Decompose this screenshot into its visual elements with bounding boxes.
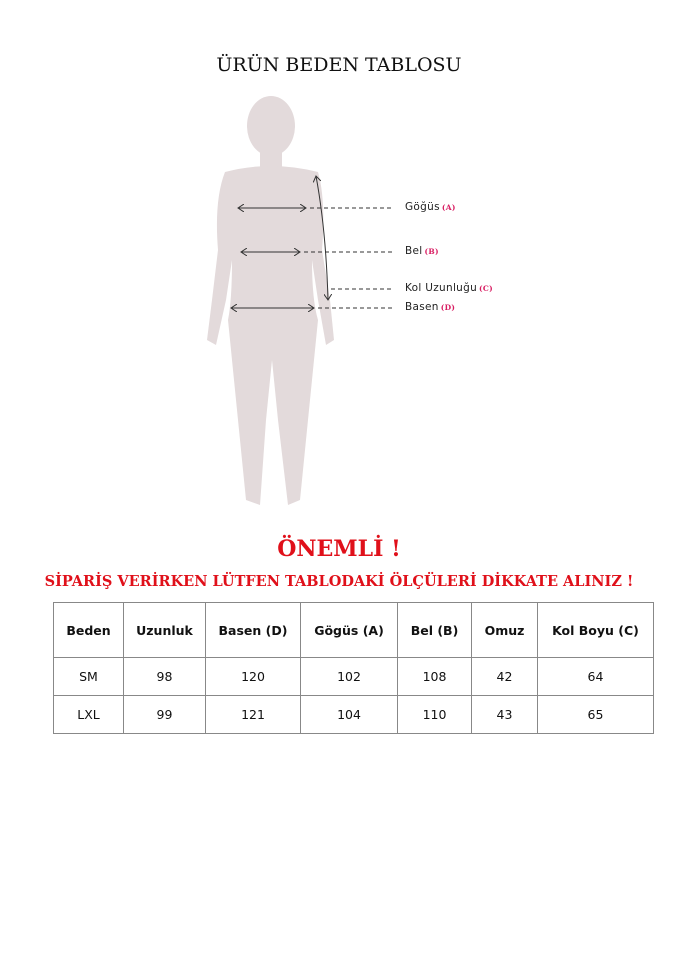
cell: 99 [123,695,206,734]
label-hip: Basen (D) [405,301,455,313]
cell: LXL [53,695,124,734]
header-cell: Kol Boyu (C) [537,602,654,658]
page-title: ÜRÜN BEDEN TABLOSU [216,54,462,76]
label-name: Bel [405,245,423,257]
label-waist: Bel (B) [405,245,439,257]
label-code: (B) [424,247,439,256]
body-silhouette-diagram [207,96,393,505]
header-cell: Gögüs (A) [300,602,398,658]
cell: 108 [397,657,472,696]
header-cell: Basen (D) [205,602,301,658]
label-sleeve: Kol Uzunluğu (C) [405,282,493,294]
table-header-row: Beden Uzunluk Basen (D) Gögüs (A) Bel (B… [53,602,654,658]
silhouette [207,96,334,505]
label-code: (C) [479,284,494,293]
label-name: Göğüs [405,201,440,213]
header-cell: Uzunluk [123,602,206,658]
cell: 104 [300,695,398,734]
header-cell: Bel (B) [397,602,472,658]
cell: 65 [537,695,654,734]
label-code: (A) [441,203,456,212]
cell: SM [53,657,124,696]
label-chest: Göğüs (A) [405,201,456,213]
label-name: Kol Uzunluğu [405,282,478,294]
cell: 42 [471,657,538,696]
cell: 98 [123,657,206,696]
notice-text: SİPARİŞ VERİRKEN LÜTFEN TABLODAKİ ÖLÇÜLE… [44,573,634,590]
cell: 121 [205,695,301,734]
size-table: Beden Uzunluk Basen (D) Gögüs (A) Bel (B… [53,602,654,734]
important-heading: ÖNEMLİ ! [277,536,401,562]
cell: 43 [471,695,538,734]
header-cell: Omuz [471,602,538,658]
label-name: Basen [405,301,439,313]
cell: 64 [537,657,654,696]
cell: 120 [205,657,301,696]
cell: 110 [397,695,472,734]
table-row: LXL 99 121 104 110 43 65 [53,695,654,734]
label-code: (D) [440,303,456,312]
cell: 102 [300,657,398,696]
table-row: SM 98 120 102 108 42 64 [53,657,654,696]
header-cell: Beden [53,602,124,658]
